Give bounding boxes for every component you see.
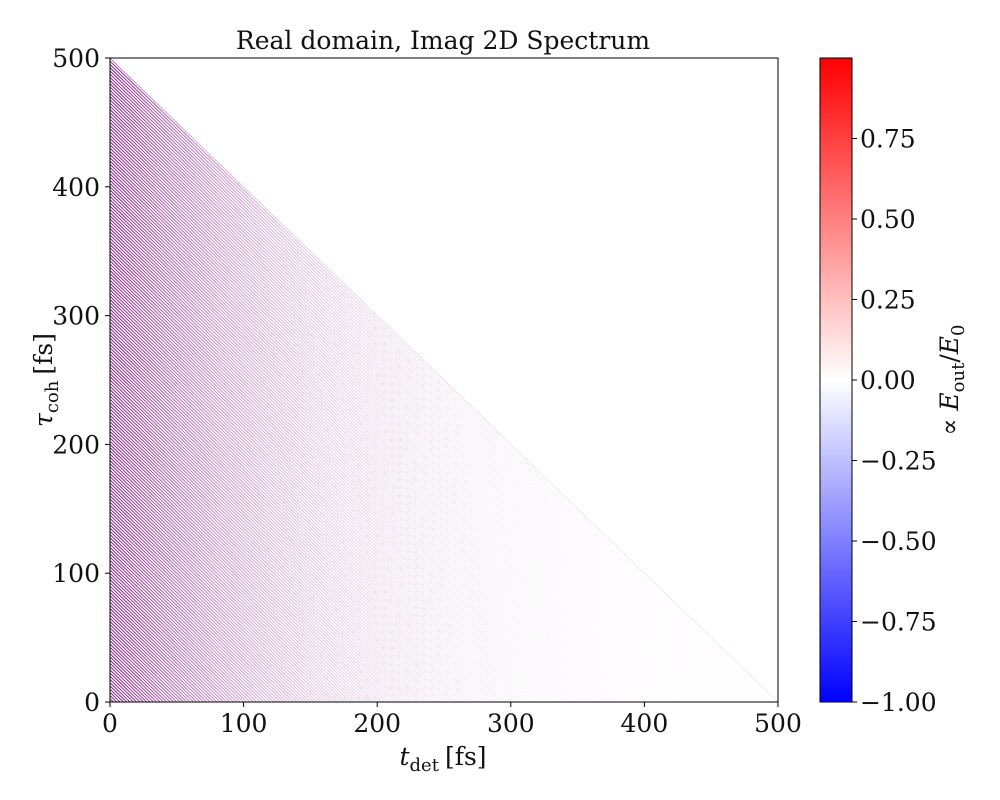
colorbar-tick-label: −1.00 — [860, 688, 937, 717]
x-axis: 0 100 200 300 400 500 — [102, 702, 802, 738]
y-axis-label: τcoh [fs] — [29, 333, 63, 427]
chart-title: Real domain, Imag 2D Spectrum — [236, 26, 650, 55]
x-axis-label-unit: [fs] — [445, 742, 487, 771]
y-axis-label-unit: [fs] — [29, 333, 58, 375]
plot-frame — [109, 57, 779, 703]
colorbar-label-denominator-sub: 0 — [948, 325, 969, 336]
colorbar-tick-label: 0.25 — [860, 286, 916, 315]
x-tick-label: 200 — [353, 709, 401, 738]
y-tick-label: 500 — [52, 44, 100, 73]
colorbar-label: ∝ Eout/E0 — [935, 325, 969, 436]
x-tick-label: 300 — [487, 709, 535, 738]
y-tick-label: 0 — [84, 688, 100, 717]
x-tick-label: 100 — [220, 709, 268, 738]
colorbar-tick-label: −0.75 — [860, 608, 937, 637]
x-tick-label: 400 — [621, 709, 669, 738]
colorbar-tick-label: 0.00 — [860, 366, 916, 395]
y-axis: 0 100 200 300 400 500 — [52, 44, 110, 717]
fringe-decay-overlay — [110, 58, 778, 702]
y-axis-label-subscript: coh — [42, 380, 63, 413]
x-axis-label-symbol: t — [399, 742, 410, 771]
plot-area — [109, 57, 779, 703]
y-tick-label: 300 — [52, 302, 100, 331]
x-tick-label: 500 — [754, 709, 802, 738]
y-tick-label: 100 — [52, 559, 100, 588]
y-axis-label-symbol: τ — [29, 412, 58, 427]
x-axis-label: tdet [fs] — [399, 742, 486, 776]
x-tick-label: 0 — [102, 709, 118, 738]
colorbar-label-numerator: E — [935, 392, 964, 411]
colorbar-label-prefix: ∝ — [935, 411, 964, 436]
colorbar-gradient — [819, 57, 853, 703]
y-tick-label: 400 — [52, 173, 100, 202]
colorbar-label-numerator-sub: out — [948, 362, 969, 392]
colorbar-tick-label: 0.75 — [860, 125, 916, 154]
colorbar-tick-label: −0.50 — [860, 527, 937, 556]
colorbar-tick-label: 0.50 — [860, 205, 916, 234]
colorbar-tick-label: −0.25 — [860, 447, 937, 476]
colorbar-ticks: 0.75 0.50 0.25 0.00 −0.25 −0.50 −0.75 −1.00 — [852, 125, 937, 717]
fringe-layer — [110, 58, 778, 702]
x-axis-label-subscript: det — [410, 755, 440, 776]
y-tick-label: 200 — [52, 430, 100, 459]
colorbar: 0.75 0.50 0.25 0.00 −0.25 −0.50 −0.75 −1.00 — [819, 57, 937, 717]
colorbar-label-denominator: E — [935, 336, 964, 355]
colorbar-label-slash: / — [935, 354, 964, 363]
